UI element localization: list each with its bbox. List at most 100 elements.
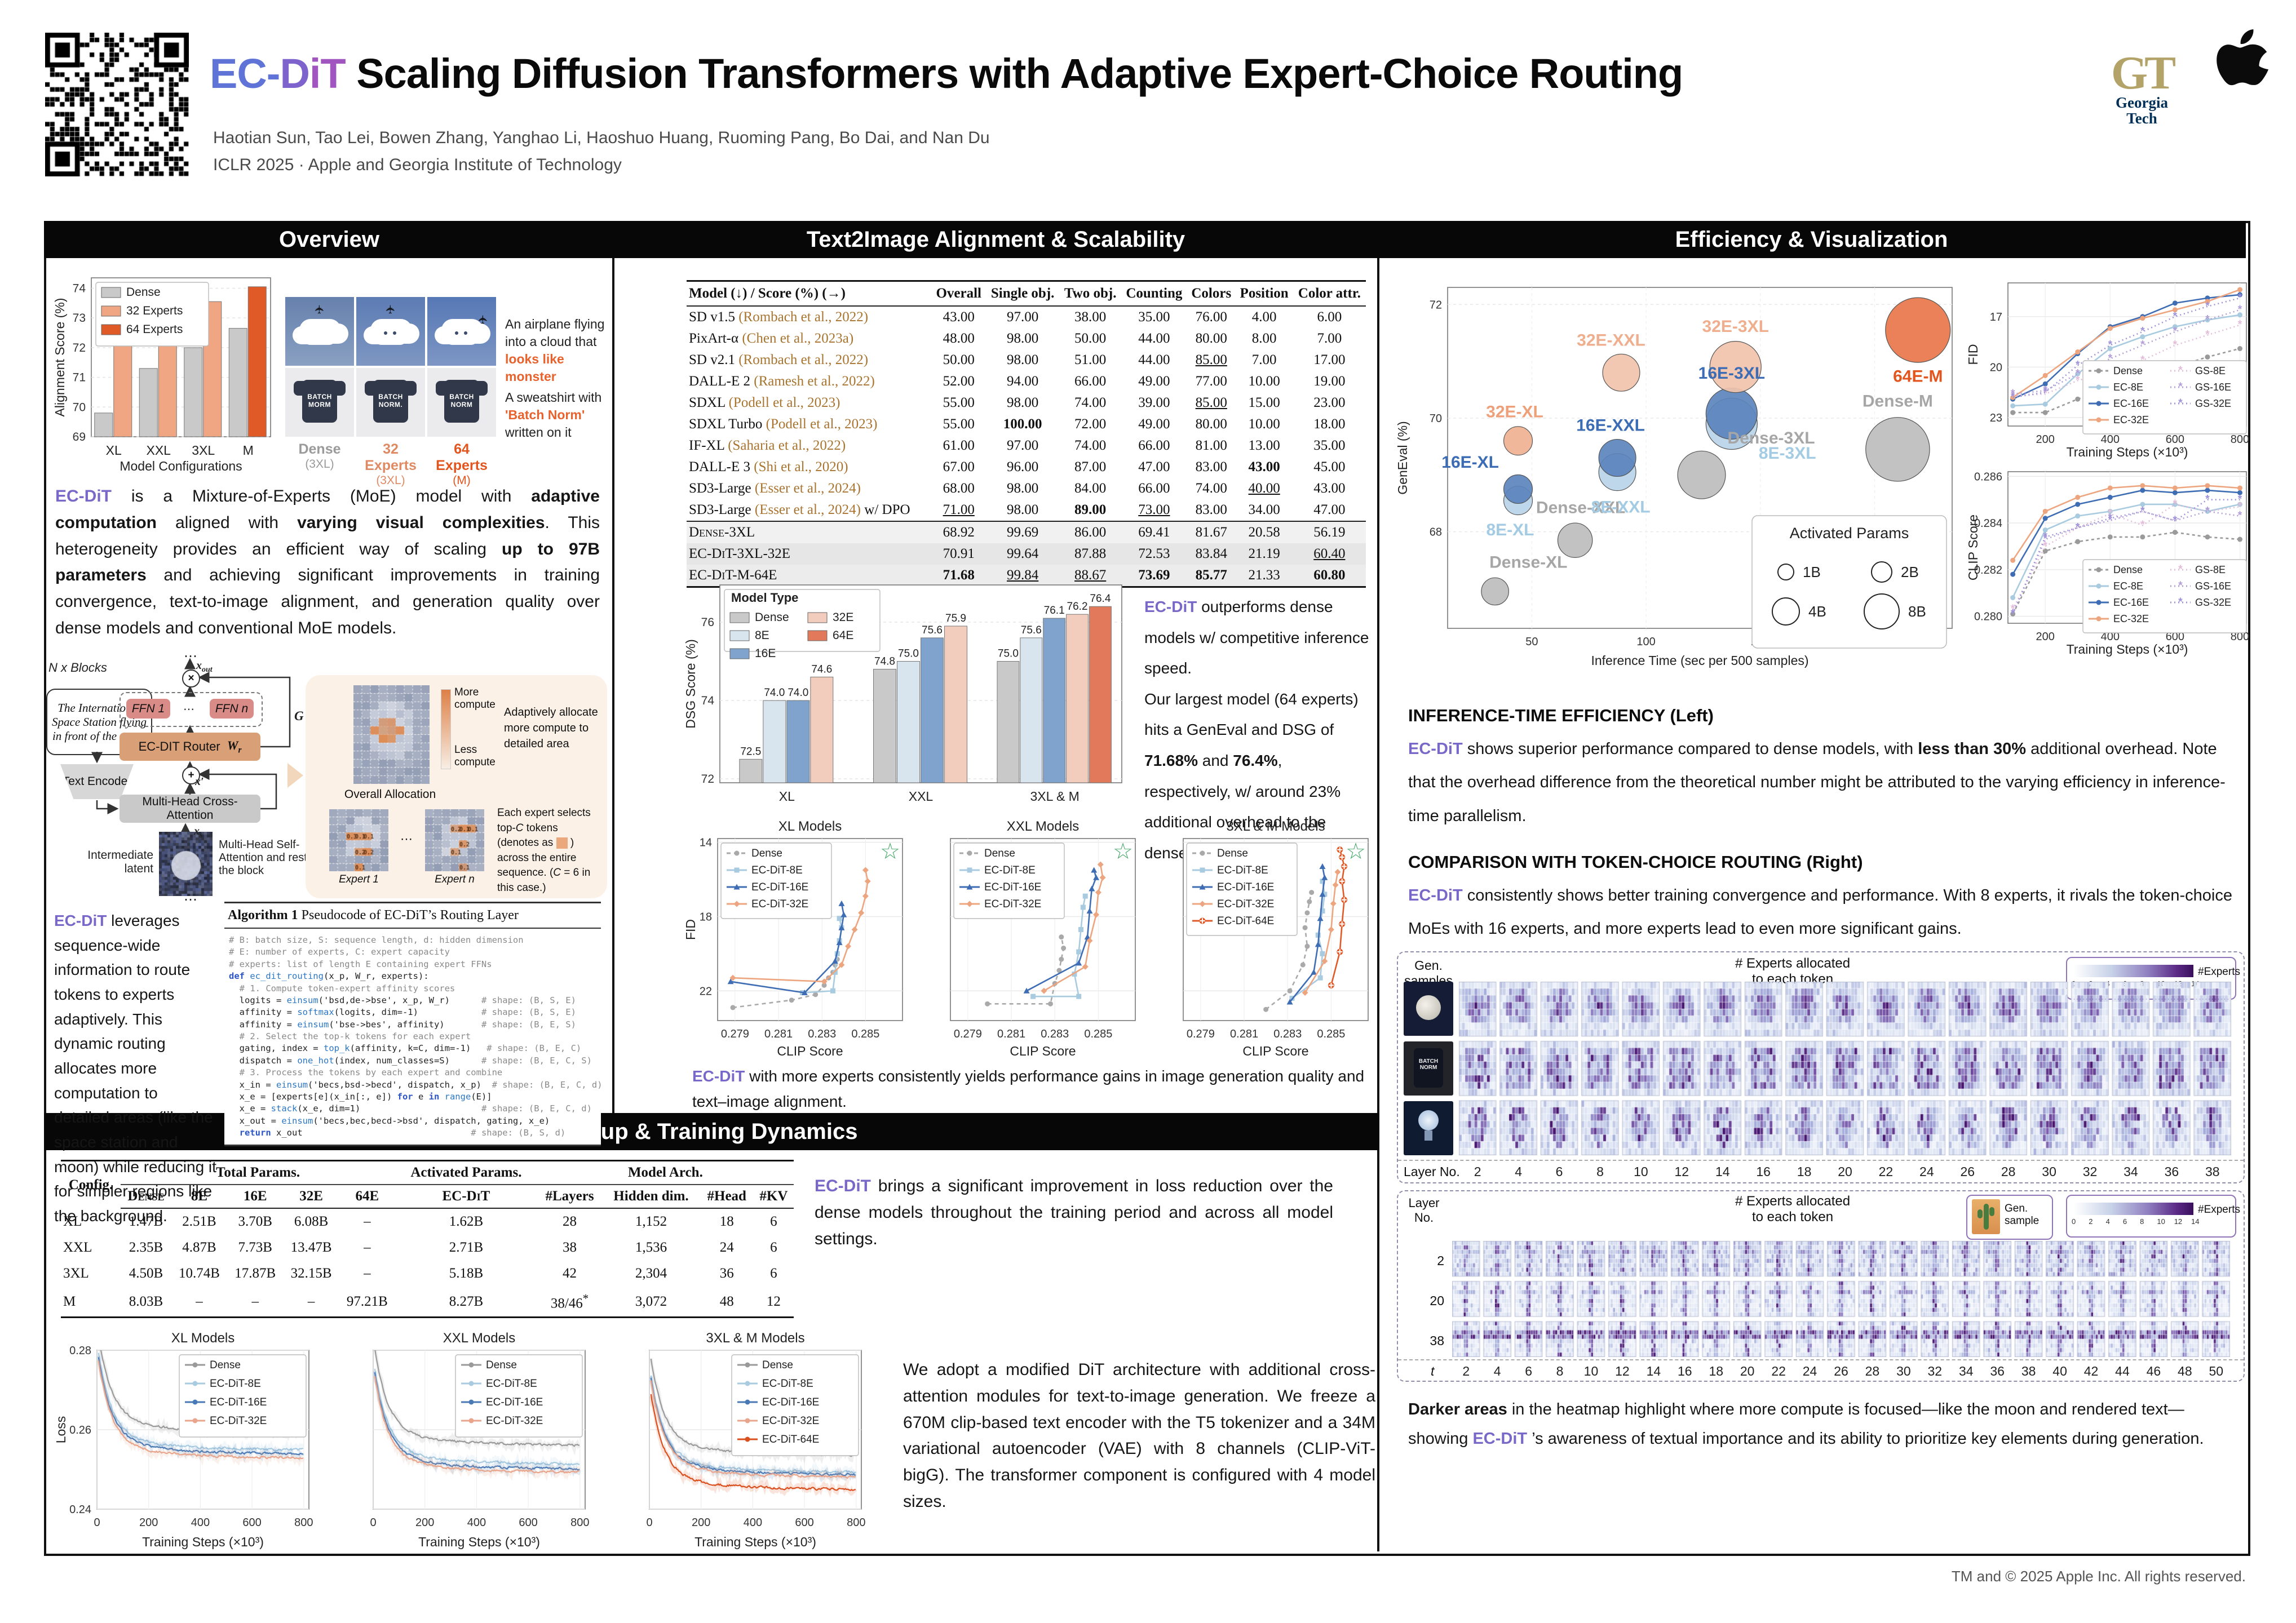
model-name-cell: EC-DiT-3XL-32E — [687, 543, 932, 565]
text-segment: EC-DiT — [1472, 1430, 1528, 1448]
citation: (Chen et al., 2023a) — [738, 331, 854, 346]
code-line: affinity = einsum('bse->bes', affinity) … — [229, 1019, 576, 1030]
svg-text:76.1: 76.1 — [1044, 605, 1065, 617]
score-cell: 80.00 — [1195, 416, 1227, 432]
svg-text:0.280: 0.280 — [1974, 611, 2002, 623]
svg-text:EC-DiT-32E: EC-DiT-32E — [1217, 898, 1274, 910]
layer-number: 8 — [1596, 1164, 1604, 1179]
score-cell: 56.19 — [1293, 521, 1366, 543]
score-cell: 55.00 — [943, 416, 975, 432]
timestep-number: 14 — [1646, 1364, 1661, 1378]
experts-colorbar-2: 0 2 4 6 8 10 12 14 #Experts — [2066, 1195, 2240, 1238]
svg-text:400: 400 — [467, 1516, 486, 1529]
svg-text:22: 22 — [700, 985, 712, 997]
layer-number: 10 — [1634, 1164, 1648, 1179]
text-segment: C — [515, 822, 524, 834]
svg-text:*: * — [2076, 374, 2080, 386]
layer-number: 32 — [2082, 1164, 2098, 1179]
citation: (Podell et al., 2023) — [762, 416, 878, 432]
score-cell: 7.00 — [1251, 352, 1277, 367]
layer-number: 16 — [1756, 1164, 1771, 1179]
score-cell: 94.00 — [1007, 374, 1039, 389]
config-value-cell: 38 — [563, 1240, 577, 1255]
table-row: SDXL (Podell et al., 2023) 55.00 98.00 74.0… — [687, 392, 1366, 414]
cloud-face — [455, 331, 458, 335]
svg-text:74.0: 74.0 — [788, 687, 808, 699]
config-value-cell: – — [251, 1293, 259, 1309]
colorbar-tick: 0 — [2072, 1217, 2076, 1226]
score-cell: 18.00 — [1313, 416, 1346, 432]
timestep-number: 26 — [1834, 1364, 1848, 1378]
sample-thumbnail — [1404, 982, 1453, 1036]
svg-text:XXL: XXL — [147, 443, 171, 458]
xprime-label: x′ — [195, 775, 204, 788]
svg-text:*: * — [2108, 339, 2113, 351]
code-line: # experts: list of length E containing e… — [229, 959, 492, 969]
score-cell: 40.00 — [1248, 481, 1280, 496]
svg-text:*: * — [2178, 596, 2183, 608]
sub-header-cell: Hidden dim. — [602, 1185, 700, 1209]
score-cell: 96.00 — [1007, 459, 1039, 475]
svg-text:EC-DiT-16E: EC-DiT-16E — [486, 1396, 543, 1408]
score-cell: 10.00 — [1248, 416, 1280, 432]
svg-text:*: * — [2238, 292, 2242, 304]
svg-text:0.28: 0.28 — [69, 1345, 91, 1357]
layer-row-number: 2 — [1437, 1253, 1444, 1268]
table-row: DALL-E 3 (Shi et al., 2020) 67.00 96.00 87.… — [687, 456, 1366, 478]
gating-label: G — [294, 709, 304, 723]
code-line: dispatch = one_hot(index, num_classes=S)… — [229, 1055, 592, 1066]
svg-text:*: * — [2108, 515, 2113, 526]
score-cell: 43.00 — [943, 309, 975, 325]
svg-text:800: 800 — [570, 1516, 589, 1529]
fid-training-chart: 17 20 23 200 400 600 800 Training Steps (×10³) F… — [1966, 276, 2252, 462]
timestep-number: 18 — [1709, 1364, 1724, 1378]
svg-text:400: 400 — [2101, 631, 2120, 643]
svg-text:16E-XL: 16E-XL — [1441, 453, 1499, 472]
svg-text:*: * — [2173, 498, 2178, 510]
caption-airplane: An airplane flying into a cloud that loo… — [505, 316, 609, 385]
airplane-glyph: ✈ — [476, 314, 490, 325]
score-cell: 19.00 — [1313, 374, 1346, 389]
score-cell: 61.00 — [943, 438, 975, 453]
adaptive-note: Adaptively allocate more compute to deta… — [504, 706, 598, 750]
svg-text:GS-8E: GS-8E — [2195, 564, 2226, 575]
score-cell: 99.84 — [1007, 567, 1039, 583]
cloud-shape — [446, 331, 477, 345]
svg-text:*: * — [2238, 500, 2242, 512]
score-cell: 69.41 — [1121, 521, 1187, 543]
svg-text:Dense: Dense — [1217, 848, 1248, 859]
layer-row-number: 38 — [1430, 1333, 1444, 1348]
svg-text:74.6: 74.6 — [811, 663, 832, 675]
svg-text:Loss: Loss — [55, 1416, 68, 1444]
gen-sample-label: Gen. sample — [2005, 1203, 2040, 1227]
score-cell: 66.00 — [1074, 374, 1107, 389]
ffn-dots: ⋯ — [183, 703, 194, 716]
colorbar-label-1: #Experts — [2198, 966, 2240, 978]
svg-text:*: * — [2205, 300, 2210, 312]
efficiency-heading-2: COMPARISON WITH TOKEN-CHOICE ROUTING (Ri… — [1408, 852, 1863, 872]
layer-number: 38 — [2205, 1164, 2220, 1179]
table-row: EC-DiT-M-64E 71.68 99.84 88.67 73.69 85.77 21.… — [687, 565, 1366, 587]
score-cell: 17.00 — [1313, 352, 1346, 367]
colorbar-tick: 2 — [2089, 1217, 2093, 1226]
sweatshirt-shape: BATCH NORM. — [365, 379, 417, 423]
algorithm-box: Algorithm 1 Pseudocode of EC-DiT’s Routi… — [224, 902, 603, 1147]
svg-text:EC-DiT-8E: EC-DiT-8E — [210, 1378, 261, 1390]
layer-number: 2 — [1474, 1164, 1481, 1179]
svg-text:*: * — [2205, 314, 2210, 326]
svg-text:0: 0 — [646, 1516, 652, 1529]
config-value-cell: 2,304 — [635, 1266, 667, 1281]
svg-text:0: 0 — [370, 1516, 376, 1529]
layer-number: 14 — [1715, 1164, 1730, 1179]
timestep-number: 38 — [2021, 1364, 2036, 1378]
svg-text:4B: 4B — [1808, 603, 1826, 620]
n-blocks-label: N x Blocks — [48, 660, 107, 675]
svg-text:72: 72 — [73, 342, 86, 354]
text-segment: . This heterogeneity provides an efficie… — [55, 513, 600, 558]
sub-header-cell: 64E — [339, 1185, 396, 1209]
score-cell: 21.33 — [1248, 567, 1280, 583]
timestep-number: 34 — [1958, 1364, 1974, 1378]
expert-1-map — [329, 809, 388, 871]
svg-text:200: 200 — [139, 1516, 158, 1529]
